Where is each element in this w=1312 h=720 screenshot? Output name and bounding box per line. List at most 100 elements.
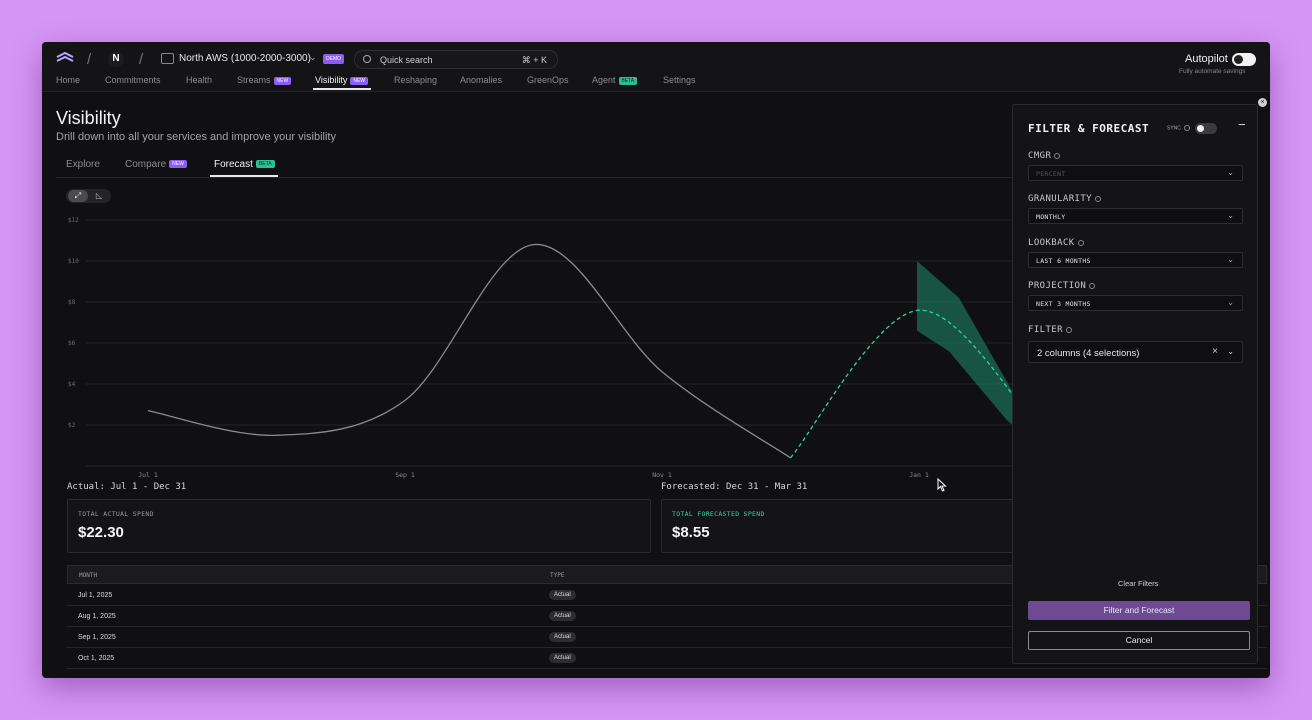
app-window: / N / North AWS (1000-2000-3000) ⌄ DEMO … [42, 42, 1270, 678]
y-tick-label: $4 [68, 381, 76, 388]
clear-filters-button[interactable]: Clear Filters [1118, 579, 1159, 588]
nav-active-indicator [313, 88, 371, 90]
x-tick-label: Jul 1 [138, 471, 158, 479]
chart-view-toggle: ⤢ ◺ [66, 189, 111, 203]
cancel-button[interactable]: Cancel [1028, 631, 1250, 650]
new-badge: NEW [273, 76, 292, 85]
cmgr-placeholder: PERCENT [1036, 170, 1066, 178]
granularity-select[interactable]: MONTHLY ⌄ [1028, 208, 1243, 224]
column-header-month[interactable]: MONTH [79, 572, 98, 579]
demo-badge: DEMO [323, 54, 344, 64]
tab-divider [56, 177, 1016, 178]
table-row[interactable]: Oct 1, 2025 Actual [67, 648, 1267, 669]
chevron-down-icon: ⌄ [1227, 211, 1234, 220]
granularity-label: GRANULARITY [1028, 194, 1102, 204]
card-title: TOTAL ACTUAL SPEND [78, 510, 154, 518]
info-icon [1054, 152, 1061, 159]
granularity-value: MONTHLY [1036, 213, 1066, 221]
search-shortcut: ⌘ + K [521, 55, 547, 65]
forecast-range-label: Forecasted: Dec 31 - Mar 31 [661, 482, 808, 492]
new-badge: NEW [169, 160, 187, 169]
filter-select[interactable]: 2 columns (4 selections) × ⌄ [1028, 341, 1243, 363]
total-forecast-card: TOTAL FORECASTED SPEND $8.55 [661, 499, 1021, 553]
y-tick-label: $8 [68, 299, 76, 306]
close-icon[interactable]: × [1258, 98, 1267, 107]
chevron-down-icon: ⌄ [1227, 298, 1234, 307]
filter-value: 2 columns (4 selections) [1037, 348, 1140, 359]
chevron-down-icon: ⌄ [1227, 168, 1234, 177]
cell-month: Jul 1, 2025 [78, 592, 113, 599]
nav-health[interactable]: Health [186, 75, 213, 85]
type-pill: Actual [549, 632, 576, 642]
sync-toggle[interactable] [1195, 123, 1217, 134]
info-icon [1183, 125, 1190, 131]
lookback-value: LAST 6 MONTHS [1036, 257, 1091, 265]
projection-select[interactable]: NEXT 3 MONTHS ⌄ [1028, 295, 1243, 311]
card-title: TOTAL FORECASTED SPEND [672, 510, 765, 518]
account-selector[interactable]: North AWS (1000-2000-3000) [179, 53, 311, 64]
chevron-down-icon: ⌄ [1227, 255, 1234, 264]
table-row[interactable]: Aug 1, 2025 Actual [67, 606, 1267, 627]
chevron-down-icon[interactable]: ⌄ [309, 52, 317, 62]
breadcrumb-separator: / [87, 51, 92, 68]
mouse-cursor-icon [937, 478, 947, 492]
quick-search-input[interactable]: Quick search ⌘ + K [354, 50, 558, 69]
chevron-down-icon[interactable]: ⌄ [1227, 347, 1234, 356]
projection-value: NEXT 3 MONTHS [1036, 300, 1091, 308]
type-pill: Actual [549, 653, 576, 663]
x-tick-label: Nov 1 [652, 471, 672, 479]
nav-commitments[interactable]: Commitments [105, 75, 161, 85]
new-badge: NEW [350, 76, 369, 85]
cell-month: Oct 1, 2025 [78, 655, 115, 662]
nav-agent[interactable]: Agent BETA [592, 75, 638, 85]
lookback-label: LOOKBACK [1028, 238, 1084, 248]
breadcrumb-separator: / [139, 51, 144, 68]
total-actual-card: TOTAL ACTUAL SPEND $22.30 [67, 499, 651, 553]
minimize-icon[interactable]: − [1238, 117, 1246, 132]
lookback-select[interactable]: LAST 6 MONTHS ⌄ [1028, 252, 1243, 268]
table-row[interactable]: Sep 1, 2025 Actual [67, 627, 1267, 648]
nav-home[interactable]: Home [56, 75, 81, 85]
filter-forecast-panel: FILTER & FORECAST SYNC − CMGR PERCENT ⌄ … [1012, 104, 1258, 664]
tab-explore[interactable]: Explore [66, 159, 100, 170]
nav-streams[interactable]: Streams NEW [237, 75, 292, 85]
org-avatar[interactable]: N [108, 51, 124, 67]
page-subtitle: Drill down into all your services and im… [56, 131, 336, 143]
actual-range-label: Actual: Jul 1 - Dec 31 [67, 482, 187, 492]
cmgr-label: CMGR [1028, 151, 1061, 161]
x-tick-label: Jan 1 [909, 471, 929, 479]
cmgr-input[interactable]: PERCENT ⌄ [1028, 165, 1243, 181]
brand-logo-icon[interactable] [56, 52, 74, 66]
search-icon [363, 55, 371, 63]
nav-greenops[interactable]: GreenOps [527, 75, 569, 85]
type-pill: Actual [549, 611, 576, 621]
area-chart-icon[interactable]: ◺ [95, 191, 103, 200]
tab-active-indicator [210, 175, 278, 177]
line-chart-icon[interactable]: ⤢ [68, 190, 88, 202]
confidence-band [917, 261, 1020, 432]
info-icon [1065, 326, 1072, 333]
autopilot-subtitle: Fully automate savings [1179, 68, 1246, 75]
nav-visibility[interactable]: Visibility NEW [315, 75, 369, 85]
nav-anomalies[interactable]: Anomalies [460, 75, 503, 85]
clear-icon[interactable]: × [1212, 346, 1218, 357]
autopilot-toggle[interactable] [1232, 53, 1256, 66]
tab-compare[interactable]: Compare NEW [125, 159, 187, 170]
panel-title: FILTER & FORECAST [1028, 122, 1150, 135]
aws-account-icon [161, 53, 174, 64]
search-placeholder: Quick search [380, 55, 433, 65]
table-row[interactable]: Jul 1, 2025 Actual [67, 585, 1267, 606]
column-header-type[interactable]: TYPE [550, 572, 565, 579]
autopilot-label: Autopilot [1185, 53, 1228, 65]
nav-reshaping[interactable]: Reshaping [394, 75, 438, 85]
toggle-knob [1234, 55, 1243, 64]
info-icon [1077, 239, 1084, 246]
nav-settings[interactable]: Settings [663, 75, 696, 85]
info-icon [1089, 282, 1096, 289]
series-actual-line [147, 243, 791, 459]
filter-and-forecast-button[interactable]: Filter and Forecast [1028, 601, 1250, 620]
top-bar: / N / North AWS (1000-2000-3000) ⌄ DEMO … [42, 42, 1270, 92]
y-tick-label: $10 [68, 258, 79, 265]
tab-forecast[interactable]: Forecast BETA [214, 159, 275, 170]
